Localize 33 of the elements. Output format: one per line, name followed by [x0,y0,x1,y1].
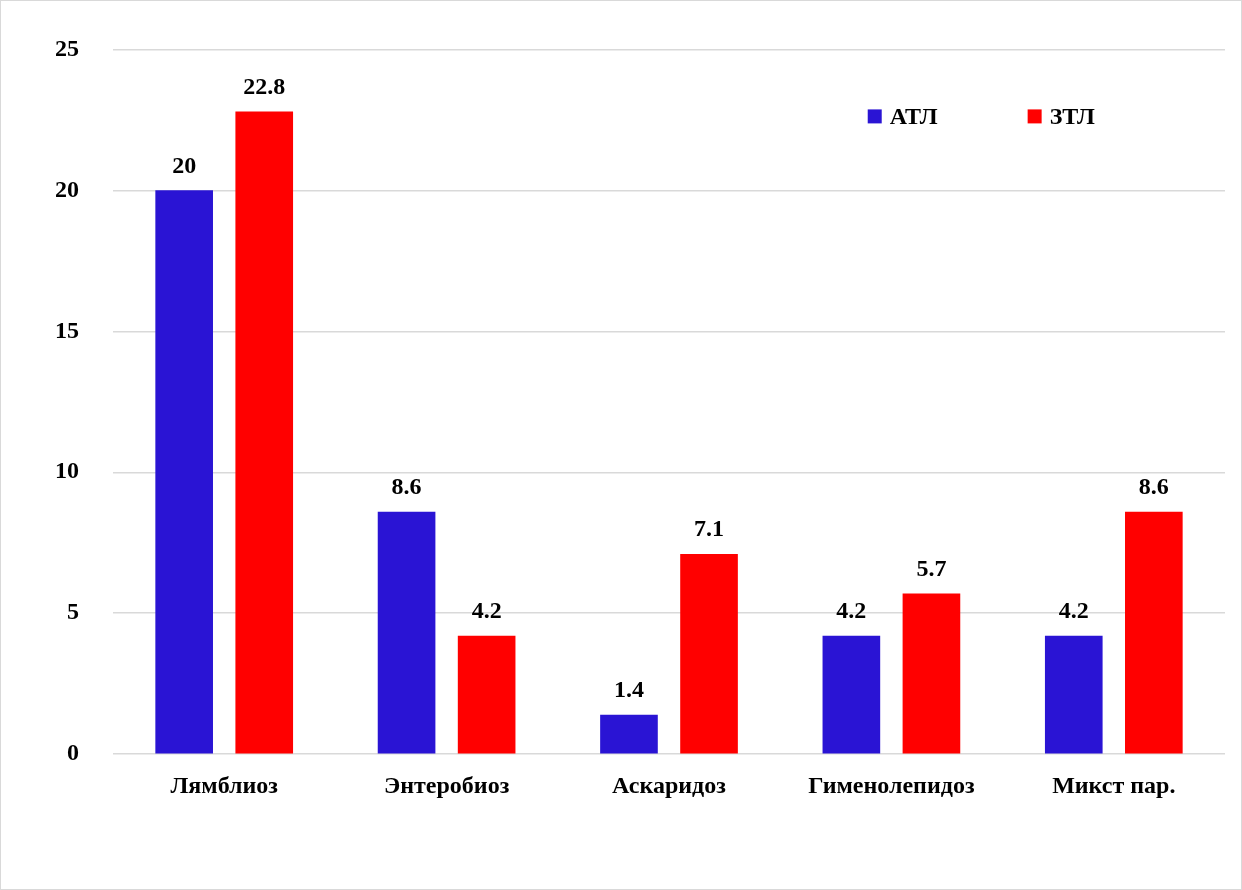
x-tick-label: Микст пар. [1052,771,1176,798]
bar [680,554,738,754]
data-label: 22.8 [243,72,286,99]
bar [600,714,658,754]
y-tick-label: 5 [67,598,79,625]
data-label: 20 [172,151,197,178]
bar [1044,635,1103,754]
bar [457,635,516,754]
bar [155,190,213,754]
data-label: 4.2 [1058,597,1089,623]
x-tick-label: Энтеробиоз [383,771,510,798]
x-tick-label: Гименолепидоз [808,771,975,798]
y-tick-label: 15 [55,316,79,343]
bar [902,593,961,754]
y-tick-label: 10 [55,457,79,484]
x-tick-label: Аскаридоз [612,771,727,798]
bar [377,511,436,754]
data-label: 4.2 [471,597,502,623]
data-label: 5.7 [916,554,947,581]
bar [1125,511,1183,754]
y-tick-label: 25 [55,34,79,61]
x-tick-label: Лямблиоз [170,771,279,798]
legend-label: ЗТЛ [1049,102,1096,129]
legend-label: АТЛ [889,102,938,129]
data-label: 1.4 [613,675,644,702]
data-label: 8.6 [391,472,422,499]
data-label: 4.2 [836,597,867,623]
data-label: 7.1 [694,515,725,542]
y-tick-label: 0 [67,739,79,766]
data-label: 8.6 [1138,472,1169,499]
y-tick-label: 20 [55,175,79,202]
bar [822,635,881,754]
bar [235,111,294,754]
